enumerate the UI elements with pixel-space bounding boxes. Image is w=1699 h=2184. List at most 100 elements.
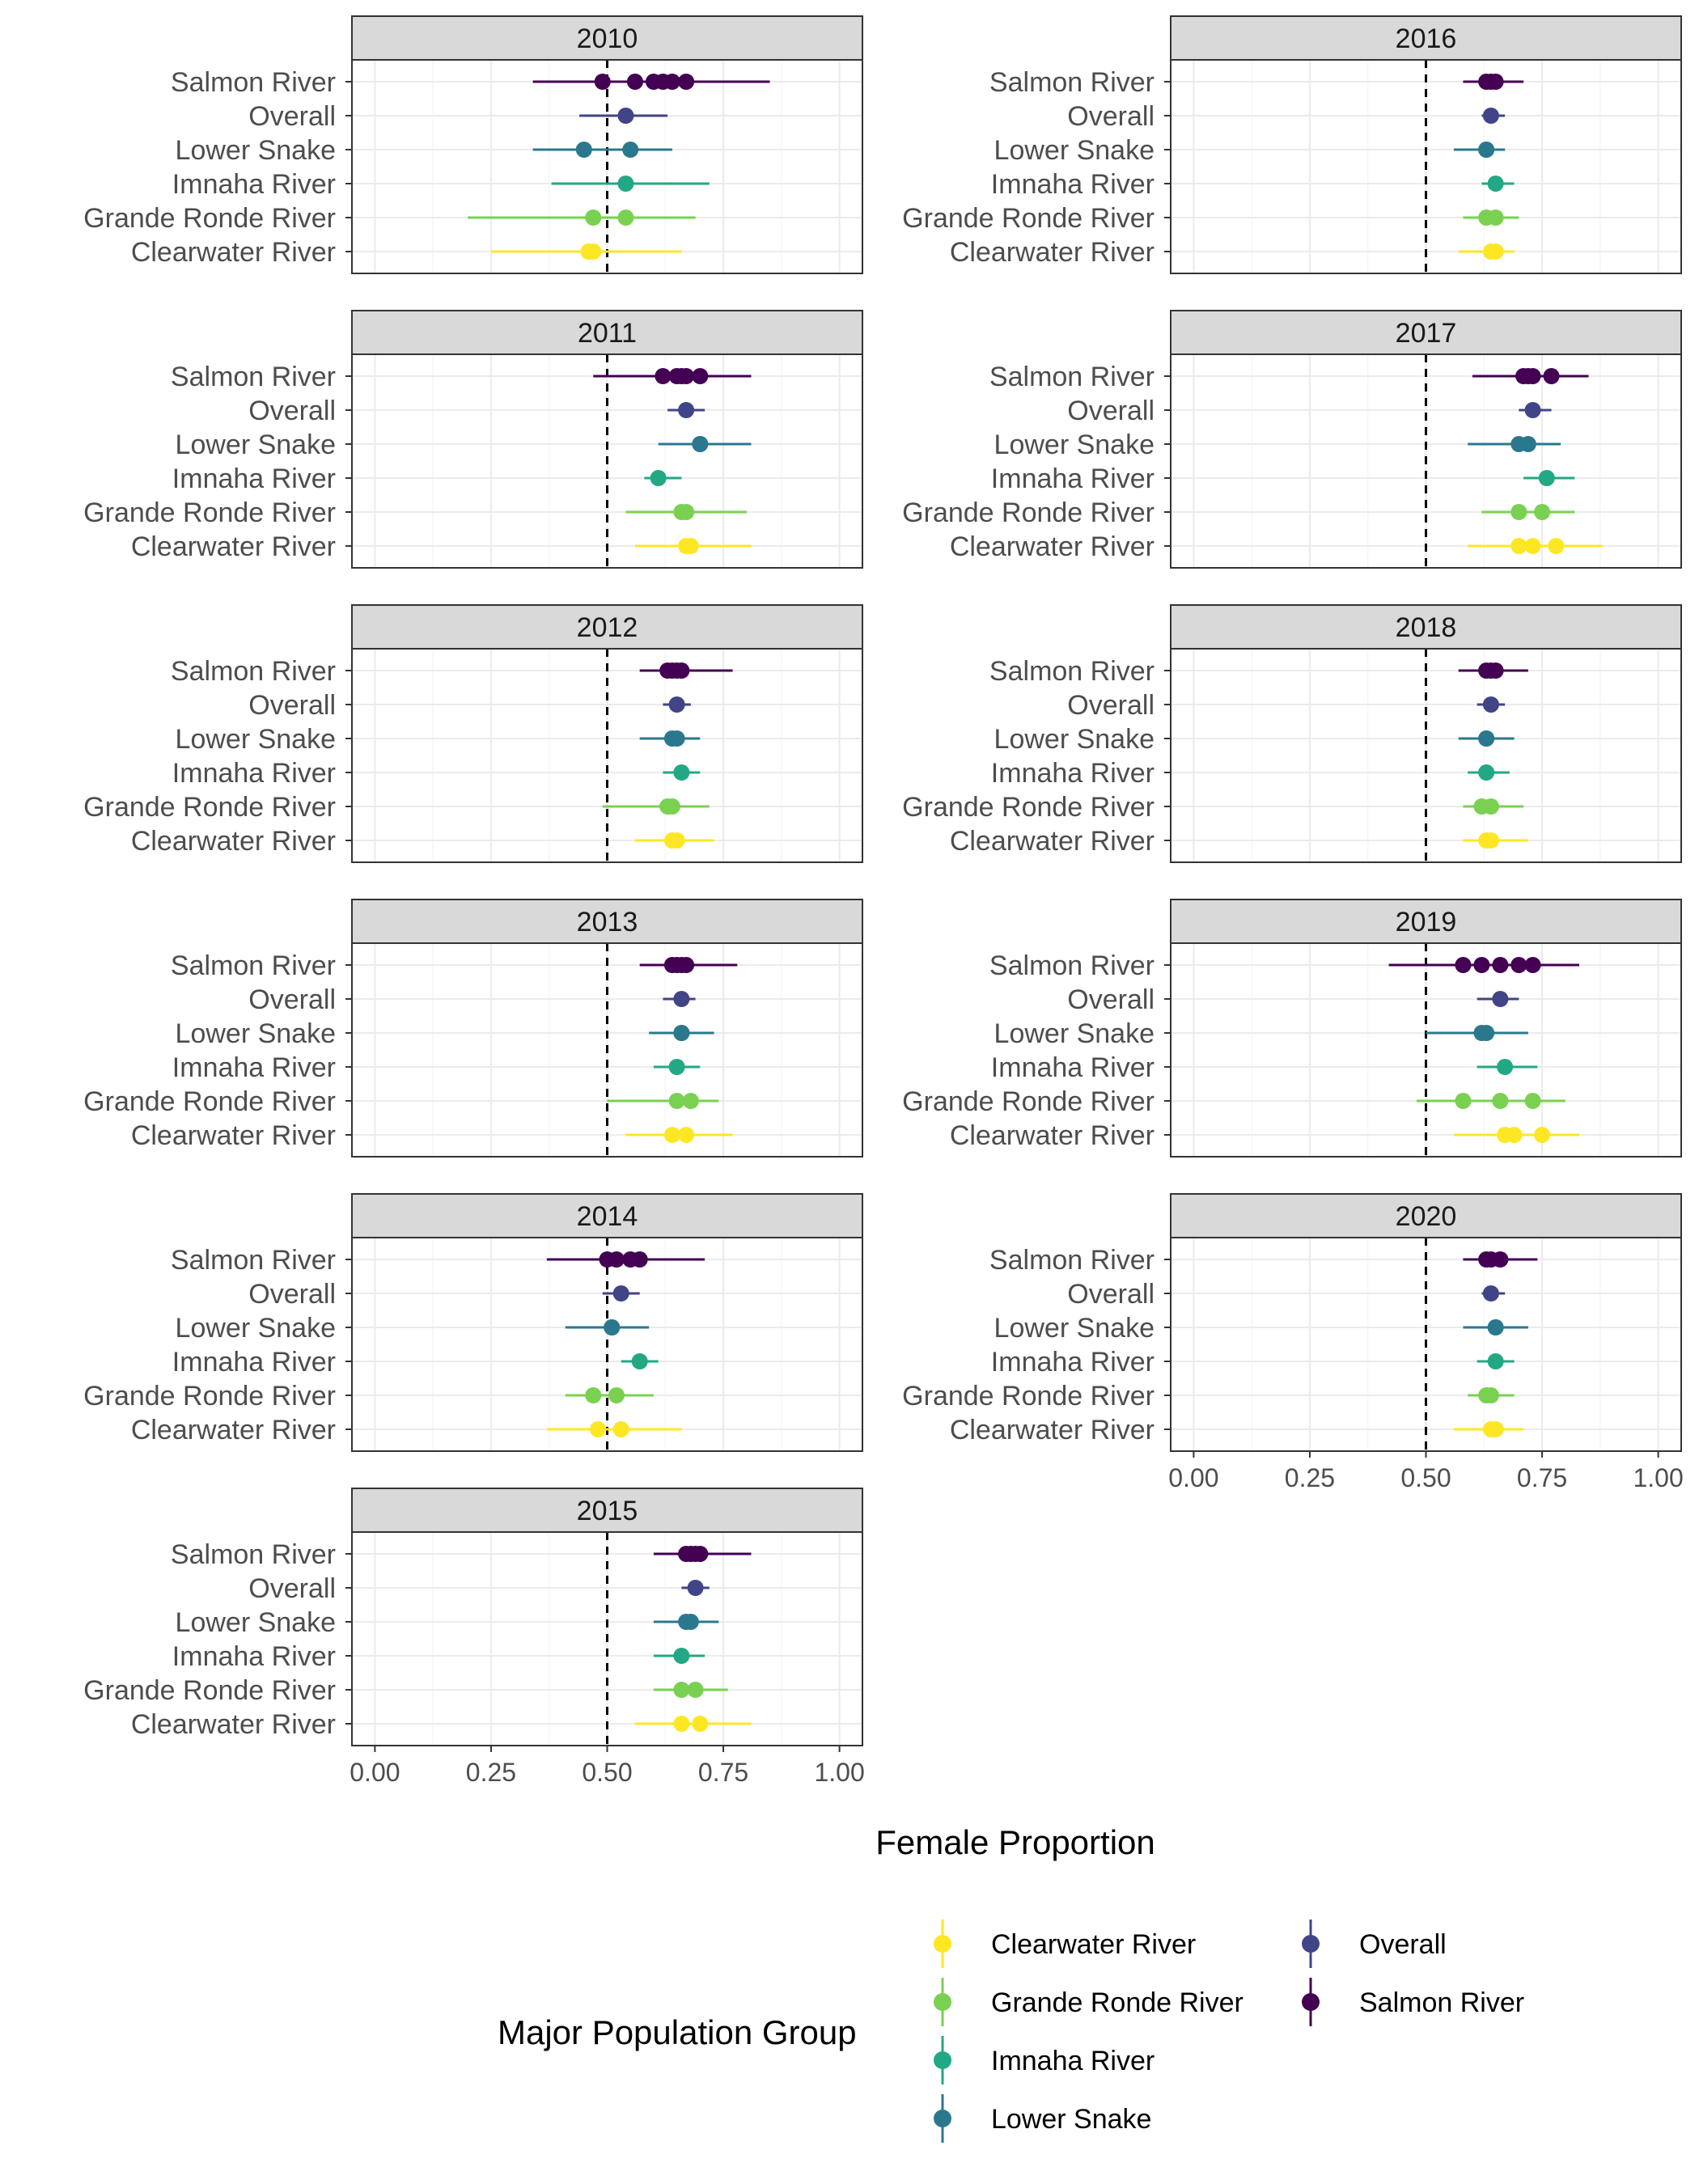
y-tick-label: Grande Ronde River xyxy=(902,1086,1155,1117)
series-lower-snake xyxy=(639,730,701,747)
series-salmon-river xyxy=(1388,957,1579,973)
series-overall xyxy=(1481,108,1506,124)
y-tick-label: Lower Snake xyxy=(176,1018,336,1049)
data-point xyxy=(1487,243,1504,260)
y-tick-label: Salmon River xyxy=(171,656,336,687)
data-point xyxy=(678,538,695,554)
data-point xyxy=(1478,1025,1495,1041)
y-tick-label: Imnaha River xyxy=(172,1641,336,1672)
series-lower-snake xyxy=(565,1319,650,1335)
series-clearwater-river xyxy=(1453,1421,1524,1437)
series-grande-ronde-river xyxy=(468,210,696,226)
panel-border xyxy=(1170,942,1682,1158)
series-clearwater-river xyxy=(634,832,714,849)
data-point xyxy=(673,1648,690,1664)
y-tick-label: Overall xyxy=(248,101,336,132)
data-point xyxy=(687,1580,704,1596)
series-grande-ronde-river xyxy=(565,1387,654,1403)
series-clearwater-river xyxy=(1468,538,1603,554)
y-tick-label: Lower Snake xyxy=(176,1313,336,1344)
panel-border xyxy=(1170,648,1682,863)
data-point xyxy=(1492,991,1509,1007)
series-clearwater-river xyxy=(1453,1127,1579,1143)
legend-label: Imnaha River xyxy=(991,2046,1155,2076)
y-tick-label: Clearwater River xyxy=(131,826,336,857)
facet-label: 2019 xyxy=(1396,907,1457,938)
y-tick-label: Lower Snake xyxy=(994,1313,1155,1344)
panel-border xyxy=(351,648,863,863)
data-point xyxy=(1515,368,1532,384)
series-overall xyxy=(602,1285,640,1302)
data-point xyxy=(585,210,602,226)
panel-border xyxy=(1170,59,1682,274)
y-tick-label: Imnaha River xyxy=(172,1347,336,1378)
data-point xyxy=(673,1025,690,1041)
legend: Major Population Group Clearwater River G… xyxy=(498,1919,1524,2143)
data-point xyxy=(1455,957,1472,973)
y-tick-label: Lower Snake xyxy=(176,135,336,166)
legend-key-point xyxy=(934,1935,951,1953)
facet-strip xyxy=(1170,1193,1682,1238)
y-tick-label: Salmon River xyxy=(989,67,1155,98)
legend-label: Overall xyxy=(1359,1929,1447,1960)
data-point xyxy=(617,176,634,192)
data-point xyxy=(659,662,676,679)
data-point xyxy=(678,1127,695,1143)
data-point xyxy=(678,402,695,418)
x-tick-label: 0.50 xyxy=(1400,1463,1451,1492)
y-tick-label: Grande Ronde River xyxy=(83,497,336,528)
data-point xyxy=(1482,798,1499,815)
y-tick-label: Overall xyxy=(248,690,336,721)
y-tick-label: Salmon River xyxy=(171,950,336,981)
data-point xyxy=(668,1059,685,1075)
series-grande-ronde-river xyxy=(625,504,747,520)
data-point xyxy=(1524,402,1541,418)
series-imnaha-river xyxy=(653,1059,701,1075)
series-imnaha-river xyxy=(1523,470,1575,486)
facet-label: 2018 xyxy=(1396,612,1457,643)
data-point xyxy=(1487,662,1504,679)
facet-label: 2011 xyxy=(578,318,637,349)
legend-item-imnaha-river: Imnaha River xyxy=(934,2036,1155,2085)
facet-strip xyxy=(351,310,863,355)
y-tick-label: Clearwater River xyxy=(950,531,1155,562)
series-imnaha-river xyxy=(644,470,682,486)
series-overall xyxy=(663,991,696,1007)
y-tick-label: Grande Ronde River xyxy=(83,1086,336,1117)
y-tick-label: Lower Snake xyxy=(176,1607,336,1638)
series-lower-snake xyxy=(1458,730,1515,747)
data-point xyxy=(1482,1285,1499,1302)
y-tick-label: Imnaha River xyxy=(172,169,336,200)
series-salmon-river xyxy=(1463,1251,1538,1268)
y-tick-label: Imnaha River xyxy=(172,758,336,789)
data-point xyxy=(1534,504,1551,520)
data-point xyxy=(1519,436,1536,452)
data-point xyxy=(1478,74,1495,90)
y-tick-label: Lower Snake xyxy=(176,430,336,460)
series-lower-snake xyxy=(658,436,752,452)
series-clearwater-river xyxy=(490,243,682,260)
y-tick-label: Grande Ronde River xyxy=(902,203,1155,234)
legend-label: Salmon River xyxy=(1359,1987,1524,2018)
y-tick-label: Salmon River xyxy=(989,656,1155,687)
data-point xyxy=(580,243,597,260)
data-point xyxy=(1487,1421,1504,1437)
series-imnaha-river xyxy=(1477,1353,1515,1369)
legend-key-point xyxy=(934,2051,951,2069)
legend-key-point xyxy=(1302,1935,1320,1953)
y-tick-label: Clearwater River xyxy=(950,1120,1155,1151)
data-point xyxy=(590,1421,607,1437)
data-point xyxy=(1487,1319,1504,1335)
series-overall xyxy=(1477,991,1519,1007)
x-tick-label: 0.00 xyxy=(350,1758,400,1787)
y-tick-label: Lower Snake xyxy=(994,1018,1155,1049)
data-point xyxy=(1482,108,1499,124)
facet-strip xyxy=(1170,310,1682,355)
data-point xyxy=(650,470,667,486)
facet-strip xyxy=(1170,604,1682,650)
